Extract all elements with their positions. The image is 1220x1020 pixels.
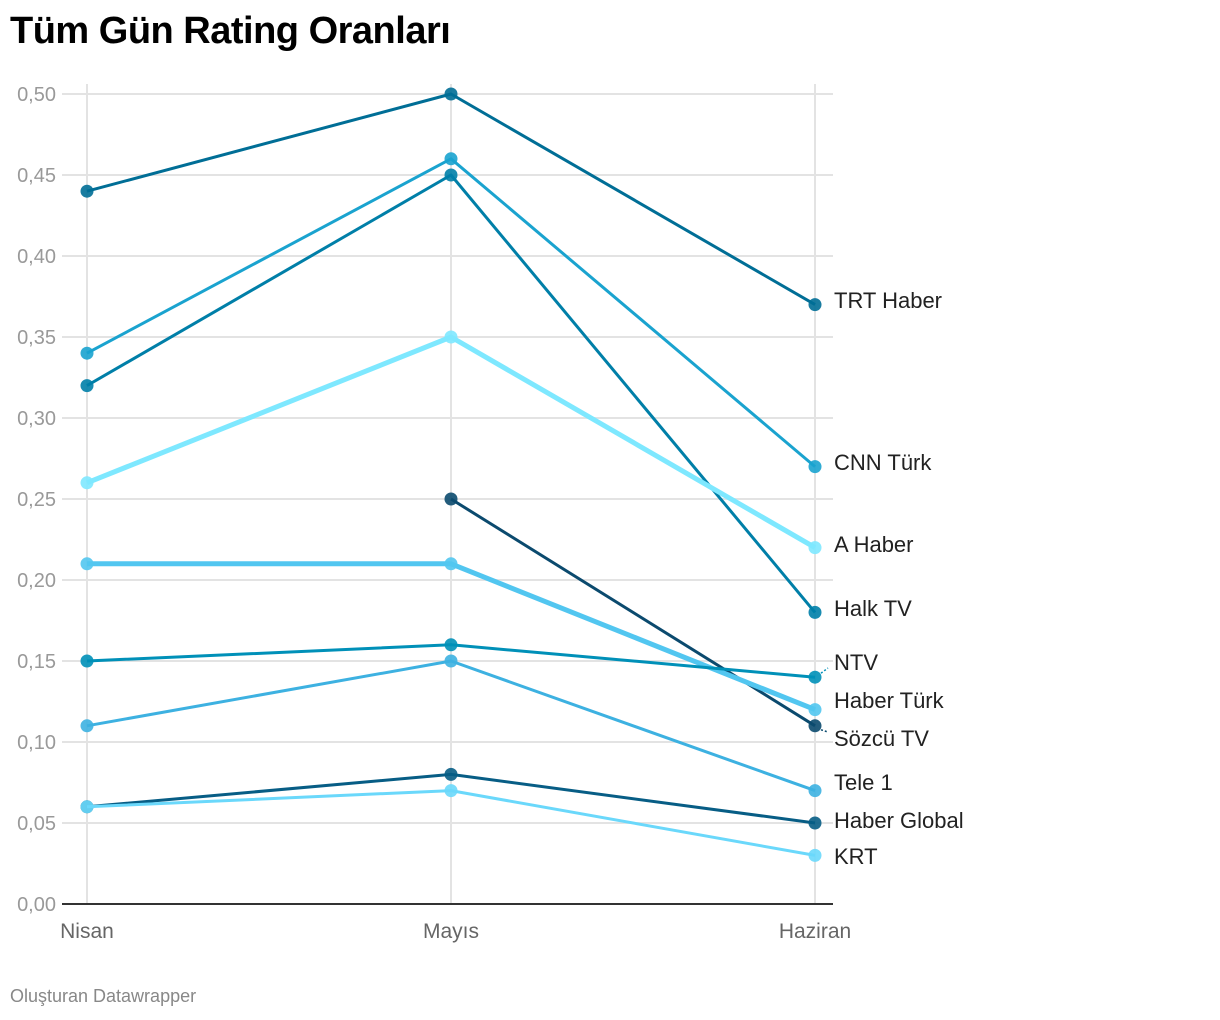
y-tick-label: 0,50 xyxy=(17,84,56,106)
y-tick-label: 0,30 xyxy=(17,408,56,430)
x-tick-label: Nisan xyxy=(60,920,114,943)
series-label: Tele 1 xyxy=(834,770,893,795)
y-tick-label: 0,25 xyxy=(17,489,56,511)
data-point xyxy=(808,784,822,798)
label-leader-line xyxy=(820,729,829,733)
data-point xyxy=(444,767,458,781)
series-label: Halk TV xyxy=(834,596,912,621)
data-point xyxy=(80,557,94,571)
series-line xyxy=(450,497,816,728)
data-point xyxy=(444,330,458,344)
series-label: A Haber xyxy=(834,532,914,557)
data-point xyxy=(80,800,94,814)
chart-title: Tüm Gün Rating Oranları xyxy=(10,10,451,52)
data-point xyxy=(444,87,458,101)
y-tick-label: 0,20 xyxy=(17,570,56,592)
series-label: Haber Türk xyxy=(834,688,945,713)
y-tick-label: 0,40 xyxy=(17,246,56,268)
series-label: Haber Global xyxy=(834,808,964,833)
data-point xyxy=(444,168,458,182)
data-point xyxy=(80,476,94,490)
series-label: CNN Türk xyxy=(834,450,932,475)
data-point xyxy=(444,784,458,798)
y-tick-label: 0,05 xyxy=(17,813,56,835)
data-point xyxy=(808,460,822,474)
x-tick-label: Mayıs xyxy=(423,920,479,943)
y-tick-label: 0,15 xyxy=(17,651,56,673)
data-point xyxy=(808,670,822,684)
series-label: NTV xyxy=(834,650,878,675)
data-point xyxy=(80,654,94,668)
data-point xyxy=(808,703,822,717)
y-tick-label: 0,10 xyxy=(17,732,56,754)
data-point xyxy=(80,184,94,198)
data-point xyxy=(808,605,822,619)
data-point xyxy=(444,557,458,571)
data-point xyxy=(444,152,458,166)
data-point xyxy=(808,719,822,733)
series-label: Sözcü TV xyxy=(834,726,929,751)
label-leader-line xyxy=(820,667,829,674)
series-label: KRT xyxy=(834,844,878,869)
data-point xyxy=(808,848,822,862)
data-point xyxy=(444,492,458,506)
credit-text: Oluşturan Datawrapper xyxy=(10,986,197,1006)
data-point xyxy=(808,298,822,312)
data-point xyxy=(444,638,458,652)
y-tick-label: 0,35 xyxy=(17,327,56,349)
data-point xyxy=(80,719,94,733)
series-label: TRT Haber xyxy=(834,288,942,313)
data-point xyxy=(80,379,94,393)
data-point xyxy=(808,541,822,555)
x-tick-label: Haziran xyxy=(779,920,851,943)
data-point xyxy=(444,654,458,668)
y-tick-label: 0,00 xyxy=(17,894,56,916)
y-tick-label: 0,45 xyxy=(17,165,56,187)
data-point xyxy=(80,346,94,360)
data-point xyxy=(808,816,822,830)
